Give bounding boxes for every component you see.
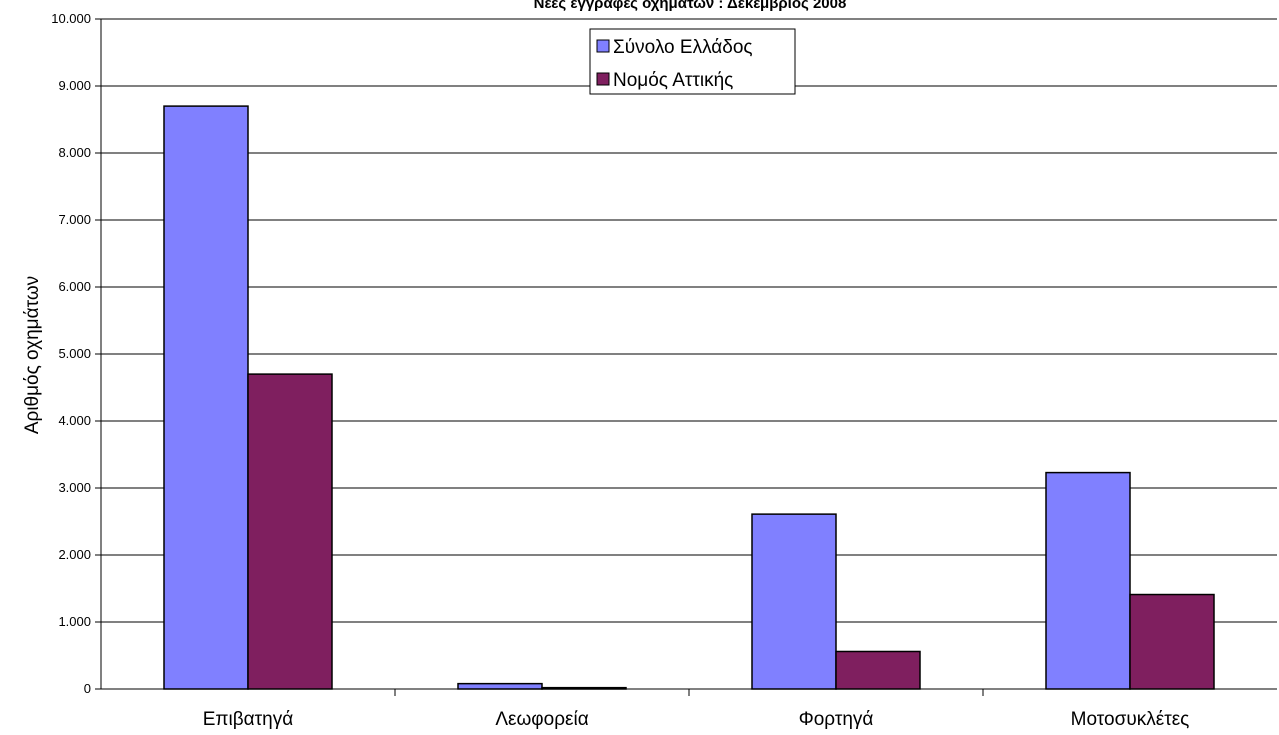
y-tick-label: 3.000 [58,480,91,495]
y-tick-label: 10.000 [51,11,91,26]
bar [835,650,921,690]
legend-swatch [596,72,610,86]
y-tick-label: 9.000 [58,78,91,93]
y-tick-label: 6.000 [58,279,91,294]
y-tick-label: 2.000 [58,547,91,562]
x-tick-labels: Επιβατηγά Λεωφορεία Φορτηγά Μοτοσυκλέτες [203,709,1190,730]
x-tick-label: Μοτοσυκλέτες [1071,709,1190,730]
legend-swatch [596,39,610,53]
legend-label: Νομός Αττικής [613,70,733,91]
legend: Σύνολο Ελλάδος Νομός Αττικής [589,28,796,95]
y-tick-label: 8.000 [58,145,91,160]
bar [247,373,333,690]
x-tick-label: Επιβατηγά [203,709,293,730]
axes [95,18,1277,696]
y-axis-label: Αριθμός οχημάτων [22,276,43,434]
bars [163,105,1215,690]
bar [1129,593,1215,690]
y-tick-label: 4.000 [58,413,91,428]
y-tick-label: 0 [84,681,91,696]
bar [751,513,837,690]
bar [1045,471,1131,690]
y-tick-label: 7.000 [58,212,91,227]
x-tick-label: Φορτηγά [799,709,874,730]
bar [457,682,543,690]
legend-box [589,28,796,95]
y-tick-labels: 0 1.000 2.000 3.000 4.000 5.000 6.000 7.000 8.00… [51,11,91,696]
x-tick-label: Λεωφορεία [495,709,588,730]
legend-label: Σύνολο Ελλάδος [613,37,753,58]
chart-title: Νέες εγγραφές οχημάτων : Δεκέμβριος 2008 [534,0,847,12]
bar [163,105,249,690]
y-tick-label: 1.000 [58,614,91,629]
y-tick-label: 5.000 [58,346,91,361]
